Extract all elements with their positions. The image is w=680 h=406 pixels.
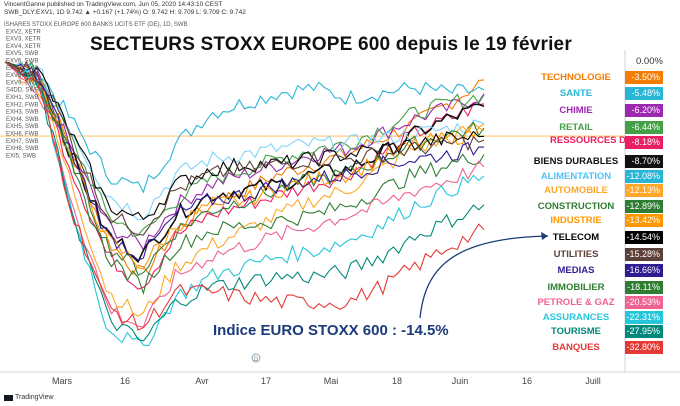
legend-value-badge: -15.28% bbox=[625, 248, 663, 261]
series-line bbox=[4, 60, 485, 236]
legend-label: TECHNOLOGIE bbox=[541, 72, 611, 83]
publisher-line: VincentGanne published on TradingView.co… bbox=[4, 1, 223, 8]
series-line bbox=[4, 61, 485, 347]
symbol-label[interactable]: EXH6, FWB bbox=[6, 132, 38, 138]
dividend-marker-label: D bbox=[254, 357, 259, 363]
legend-value-badge: -6.20% bbox=[625, 104, 663, 117]
series-line bbox=[4, 61, 485, 342]
symbol-label[interactable]: EXI5, SWB bbox=[6, 153, 36, 159]
legend-value-badge: -12.13% bbox=[625, 184, 663, 197]
legend-value-badge: -13.42% bbox=[625, 214, 663, 227]
legend-label: BANQUES bbox=[552, 342, 600, 353]
series-line bbox=[4, 61, 485, 331]
symbol-label[interactable]: EXH4, SWB bbox=[6, 117, 39, 123]
symbol-label[interactable]: EXH5, SWB bbox=[6, 124, 39, 130]
legend-label: ASSURANCES bbox=[542, 312, 610, 323]
x-tick-label: Mai bbox=[324, 376, 339, 386]
tradingview-logo-text: TradingView bbox=[15, 394, 54, 401]
symbol-label[interactable]: EXH2, FWB bbox=[6, 102, 38, 108]
x-tick-label: Juill bbox=[585, 376, 601, 386]
x-tick-label: Mars bbox=[52, 376, 72, 386]
symbol-label[interactable]: EXV9, SWB bbox=[6, 80, 38, 86]
legend-label: TELECOM bbox=[552, 232, 600, 243]
legend-label: RETAIL bbox=[559, 122, 593, 133]
annotation-arrowhead bbox=[541, 232, 548, 240]
legend-label: CHIMIE bbox=[559, 105, 593, 116]
legend-value-badge: -8.18% bbox=[625, 136, 663, 149]
symbol-label[interactable]: EXH3, SWB bbox=[6, 110, 39, 116]
x-tick-label: 18 bbox=[392, 376, 402, 386]
legend-label: UTILITIES bbox=[553, 249, 599, 260]
legend-label: INDUSTRIE bbox=[550, 215, 602, 226]
legend-value-badge: -27.95% bbox=[625, 325, 663, 338]
legend-label: RESSOURCES DE BASE bbox=[550, 135, 662, 146]
legend-label: AUTOMOBILE bbox=[544, 185, 608, 196]
series-line bbox=[4, 61, 485, 238]
legend-value-badge: -14.54% bbox=[625, 231, 663, 244]
symbol-label[interactable]: ISHARES STOXX EUROPE 600 BANKS UCITS ETF… bbox=[4, 22, 188, 28]
symbol-label[interactable]: EXV2, XETR bbox=[6, 29, 41, 35]
series-line bbox=[4, 61, 485, 221]
legend-value-badge: -22.31% bbox=[625, 311, 663, 324]
zero-axis-label: 0.00% bbox=[636, 56, 663, 67]
x-tick-label: 16 bbox=[120, 376, 130, 386]
x-tick-label: Juin bbox=[452, 376, 469, 386]
series-line bbox=[4, 61, 484, 261]
tradingview-icon bbox=[4, 394, 13, 401]
legend-value-badge: -3.50% bbox=[625, 71, 663, 84]
legend-label: PETROLE & GAZ bbox=[537, 297, 615, 308]
tradingview-logo[interactable]: TradingView bbox=[4, 394, 54, 401]
symbol-label[interactable]: EXV7, SWB bbox=[6, 66, 38, 72]
index-annotation: Indice EURO STOXX 600 : -14.5% bbox=[213, 322, 449, 339]
chart-title: SECTEURS STOXX EUROPE 600 depuis le 19 f… bbox=[90, 34, 572, 55]
legend-value-badge: -6.44% bbox=[625, 121, 663, 134]
x-tick-label: Avr bbox=[195, 376, 208, 386]
legend-value-badge: -32.80% bbox=[625, 341, 663, 354]
symbol-label[interactable]: EXV8, SWB bbox=[6, 73, 38, 79]
symbol-label[interactable]: S4DD, SWB bbox=[6, 88, 39, 94]
legend-value-badge: -18.11% bbox=[625, 281, 663, 294]
annotation-arrow bbox=[419, 235, 549, 319]
symbol-line: SWB_DLY:EXV1, 1D 9.742 ▲ +0.167 (+1.74%)… bbox=[4, 9, 246, 16]
symbol-label[interactable]: EXV6, SWB bbox=[6, 59, 38, 65]
legend-value-badge: -12.89% bbox=[625, 200, 663, 213]
legend-label: BIENS DURABLES bbox=[533, 156, 619, 167]
legend-value-badge: -5.48% bbox=[625, 87, 663, 100]
symbol-label[interactable]: EXV5, SWB bbox=[6, 51, 38, 57]
symbol-label[interactable]: EXH1, SWB bbox=[6, 95, 39, 101]
legend-label: ALIMENTATION bbox=[540, 171, 612, 182]
symbol-label[interactable]: EXV3, XETR bbox=[6, 37, 41, 43]
legend-label: SANTE bbox=[559, 88, 593, 99]
symbol-label[interactable]: EXH7, SWB bbox=[6, 139, 39, 145]
legend-label: TOURISME bbox=[551, 326, 601, 337]
x-tick-label: 16 bbox=[522, 376, 532, 386]
legend-label: CONSTRUCTION bbox=[537, 201, 615, 212]
series-line bbox=[4, 61, 485, 328]
symbol-label[interactable]: EXH8, SWB bbox=[6, 146, 39, 152]
legend-label: MEDIAS bbox=[557, 265, 595, 276]
series-line bbox=[4, 61, 485, 194]
series-line bbox=[4, 61, 485, 295]
x-tick-label: 17 bbox=[261, 376, 271, 386]
symbol-label[interactable]: EXV4, XETR bbox=[6, 44, 41, 50]
series-line bbox=[4, 61, 485, 290]
dividend-marker[interactable] bbox=[251, 353, 261, 363]
legend-value-badge: -12.08% bbox=[625, 170, 663, 183]
legend-value-badge: -8.70% bbox=[625, 155, 663, 168]
legend-label: IMMOBILIER bbox=[547, 282, 605, 293]
series-line bbox=[4, 61, 485, 221]
legend-value-badge: -16.66% bbox=[625, 264, 663, 277]
series-line bbox=[4, 61, 485, 264]
legend-value-badge: -20.53% bbox=[625, 296, 663, 309]
